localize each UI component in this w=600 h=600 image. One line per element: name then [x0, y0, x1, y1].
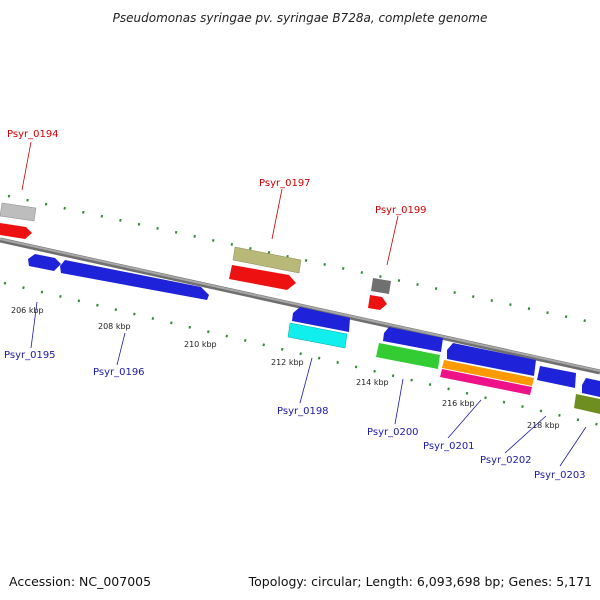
top-genes — [0, 202, 391, 310]
genome-backbone — [0, 237, 600, 375]
leader-line — [271, 188, 283, 240]
backbone-highlight — [0, 238, 600, 372]
gene-label[interactable]: Psyr_0195 — [4, 350, 56, 361]
scale-label: 218 kbp — [527, 421, 560, 430]
bottom-genes — [28, 254, 600, 414]
accession-text: Accession: NC_007005 — [9, 574, 151, 589]
gene-blue-0195[interactable] — [28, 254, 61, 271]
topology-text: Topology: circular; Length: 6,093,698 bp… — [248, 574, 592, 589]
gene-blue-0196[interactable] — [60, 260, 209, 300]
leader-line — [447, 399, 482, 439]
gene-gray[interactable] — [0, 202, 37, 222]
leader-line — [394, 378, 404, 425]
gene-label[interactable]: Psyr_0196 — [93, 367, 145, 378]
gene-olive-0197[interactable] — [232, 246, 302, 274]
leader-line — [30, 301, 38, 349]
gene-red-0199[interactable] — [368, 295, 387, 310]
gene-red-0194[interactable] — [0, 223, 32, 239]
gene-label[interactable]: Psyr_0199 — [375, 205, 427, 216]
gene-label[interactable]: Psyr_0201 — [423, 441, 475, 452]
scale-label: 216 kbp — [442, 399, 475, 408]
leader-line — [559, 426, 587, 467]
scale-labels: 206 kbp 208 kbp 210 kbp 212 kbp 214 kbp … — [11, 306, 560, 430]
scale-label: 206 kbp — [11, 306, 44, 315]
gene-orange-0201[interactable] — [442, 360, 534, 386]
leader-line — [504, 415, 547, 454]
gene-cyan-0198[interactable] — [287, 322, 348, 349]
gene-label[interactable]: Psyr_0198 — [277, 406, 329, 417]
leader-line — [21, 141, 32, 191]
scale-label: 208 kbp — [98, 322, 131, 331]
gene-blue-0200[interactable] — [383, 327, 443, 352]
gene-darkgray-0199[interactable] — [371, 278, 391, 294]
gene-label[interactable]: Psyr_0197 — [259, 178, 311, 189]
gene-blue-0203[interactable] — [582, 378, 600, 397]
gene-darkolive-0203[interactable] — [574, 394, 600, 414]
gene-blue-0201[interactable] — [447, 343, 536, 376]
gene-label[interactable]: Psyr_0200 — [367, 427, 419, 438]
gene-blue-0202[interactable] — [537, 366, 576, 388]
gene-red-0197[interactable] — [229, 265, 296, 290]
gene-label[interactable]: Psyr_0202 — [480, 455, 532, 466]
leader-line — [386, 215, 399, 266]
gene-label[interactable]: Psyr_0194 — [7, 129, 59, 140]
map-title: Pseudomonas syringae pv. syringae B728a,… — [113, 11, 488, 25]
gene-green-0200[interactable] — [376, 343, 440, 369]
gene-blue-0198[interactable] — [292, 307, 350, 332]
gene-labels: Psyr_0194 Psyr_0195 Psyr_0196 Psyr_0197 … — [4, 129, 587, 481]
scale-label: 212 kbp — [271, 358, 304, 367]
scale-label: 214 kbp — [356, 378, 389, 387]
leader-line — [299, 357, 313, 404]
scale-label: 210 kbp — [184, 340, 217, 349]
gene-magenta-0202[interactable] — [440, 369, 532, 395]
gene-label[interactable]: Psyr_0203 — [534, 470, 586, 481]
leader-line — [116, 332, 126, 366]
